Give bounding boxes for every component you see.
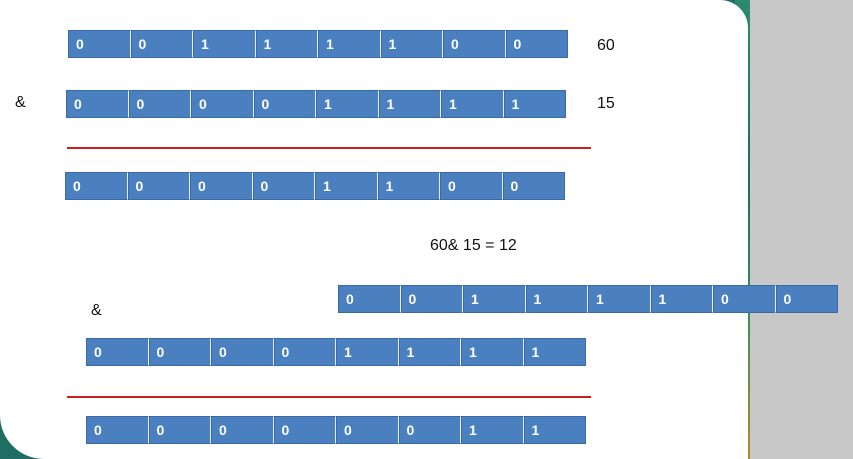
- side-panel: [750, 0, 853, 459]
- bit-cell: 0: [440, 172, 503, 200]
- bit-cell: 0: [191, 90, 254, 118]
- bit-cell: 0: [252, 172, 315, 200]
- bit-cell: 0: [128, 90, 191, 118]
- bit-cell: 0: [253, 90, 316, 118]
- bit-cell: 0: [66, 90, 129, 118]
- value-label-15: 15: [597, 95, 615, 112]
- bit-cell: 1: [503, 90, 566, 118]
- bit-cell: 1: [316, 90, 379, 118]
- bit-cell: 0: [336, 416, 399, 444]
- and-operator: &: [91, 302, 102, 319]
- equation-text: 60& 15 = 12: [430, 237, 517, 254]
- bit-cell: 1: [461, 416, 524, 444]
- bit-cell: 1: [650, 285, 713, 313]
- bit-cell: 1: [193, 30, 256, 58]
- bit-cell: 1: [463, 285, 526, 313]
- bit-cell: 0: [273, 416, 336, 444]
- bit-cell: 0: [86, 338, 149, 366]
- bit-cell: 1: [255, 30, 318, 58]
- result-rule: [67, 147, 591, 149]
- bit-cell: 1: [377, 172, 440, 200]
- bit-cell: 0: [398, 416, 461, 444]
- and-operator: &: [15, 94, 26, 111]
- value-label-60: 60: [597, 37, 615, 54]
- bit-cell: 0: [190, 172, 253, 200]
- bit-cell: 1: [588, 285, 651, 313]
- bit-cell: 0: [65, 172, 128, 200]
- bit-cell: 0: [273, 338, 336, 366]
- bit-cell: 1: [523, 416, 586, 444]
- bit-cell: 0: [502, 172, 565, 200]
- bit-cell: 1: [315, 172, 378, 200]
- bit-cell: 0: [505, 30, 568, 58]
- bit-cell: 0: [211, 338, 274, 366]
- bit-cell: 1: [525, 285, 588, 313]
- bit-cell: 0: [443, 30, 506, 58]
- result-rule: [67, 396, 591, 398]
- bit-cell: 1: [461, 338, 524, 366]
- bit-cell: 0: [713, 285, 776, 313]
- bit-cell: 0: [130, 30, 193, 58]
- bit-cell: 0: [127, 172, 190, 200]
- bit-cell: 0: [148, 416, 211, 444]
- bit-cell: 1: [380, 30, 443, 58]
- bit-cell: 1: [441, 90, 504, 118]
- bit-cell: 0: [148, 338, 211, 366]
- bit-cell: 1: [318, 30, 381, 58]
- bit-cell: 0: [211, 416, 274, 444]
- bit-cell: 0: [400, 285, 463, 313]
- bit-cell: 1: [378, 90, 441, 118]
- bit-cell: 1: [523, 338, 586, 366]
- bit-cell: 0: [86, 416, 149, 444]
- bit-cell: 1: [398, 338, 461, 366]
- bit-cell: 1: [336, 338, 399, 366]
- bit-cell: 0: [68, 30, 131, 58]
- bit-cell: 0: [338, 285, 401, 313]
- bit-cell: 0: [775, 285, 838, 313]
